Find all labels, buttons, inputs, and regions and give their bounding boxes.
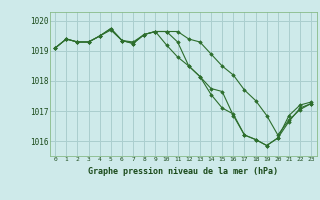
X-axis label: Graphe pression niveau de la mer (hPa): Graphe pression niveau de la mer (hPa) xyxy=(88,167,278,176)
